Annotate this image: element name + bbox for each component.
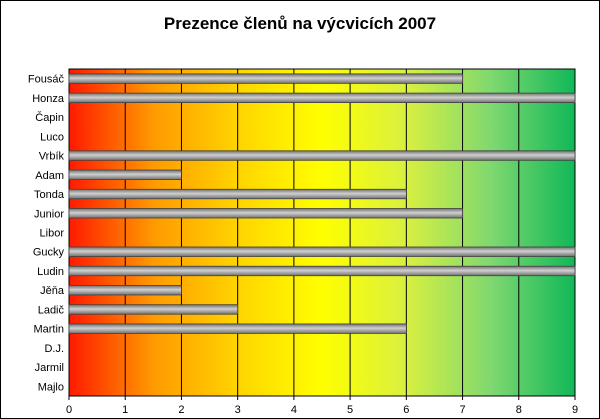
category-label: Jarmil (35, 362, 64, 374)
x-tick-label: 0 (66, 404, 72, 416)
x-tick-labels: 0 1 2 3 4 5 6 7 8 9 (66, 404, 578, 416)
category-label: Majlo (38, 381, 64, 393)
grid-lines (68, 69, 576, 400)
bar (68, 150, 576, 161)
bar (68, 208, 463, 219)
category-label: Gucky (33, 247, 65, 259)
bar (68, 323, 407, 334)
bar (68, 246, 576, 257)
plot-area (68, 68, 576, 397)
x-tick-label: 9 (572, 404, 578, 416)
bar (68, 73, 463, 84)
category-label: Honza (32, 93, 65, 105)
x-tick-label: 6 (403, 404, 409, 416)
category-label: Fousáč (28, 74, 65, 86)
category-labels: Fousáč Honza Čapin Luco Vrbík Adam Tonda Junior… (28, 74, 65, 394)
bars (68, 73, 576, 334)
bar (68, 188, 407, 200)
x-tick-label: 1 (122, 404, 128, 416)
x-tick-label: 3 (235, 404, 241, 416)
category-label: Libor (40, 228, 65, 240)
x-tick-label: 8 (516, 404, 522, 416)
bar (68, 285, 182, 296)
category-label: Vrbík (39, 151, 65, 163)
x-tick-label: 7 (459, 404, 465, 416)
bar (68, 304, 239, 315)
bar (68, 169, 182, 180)
x-tick-label: 2 (178, 404, 184, 416)
category-label: Tonda (34, 189, 65, 201)
category-label: Luco (40, 131, 64, 143)
category-label: Ladič (38, 304, 65, 316)
category-label: Ludin (37, 266, 64, 278)
category-label: Jěňa (40, 285, 65, 297)
x-tick-label: 4 (291, 404, 297, 416)
category-label: Junior (34, 208, 64, 220)
category-label: Martin (33, 324, 64, 336)
category-label: D.J. (44, 343, 64, 355)
category-label: Adam (35, 170, 64, 182)
bar (68, 265, 576, 277)
bar (68, 92, 576, 104)
category-label: Čapin (35, 111, 64, 124)
chart-title: Prezence členů na výcvicích 2007 (163, 14, 437, 33)
x-tick-label: 5 (347, 404, 353, 416)
